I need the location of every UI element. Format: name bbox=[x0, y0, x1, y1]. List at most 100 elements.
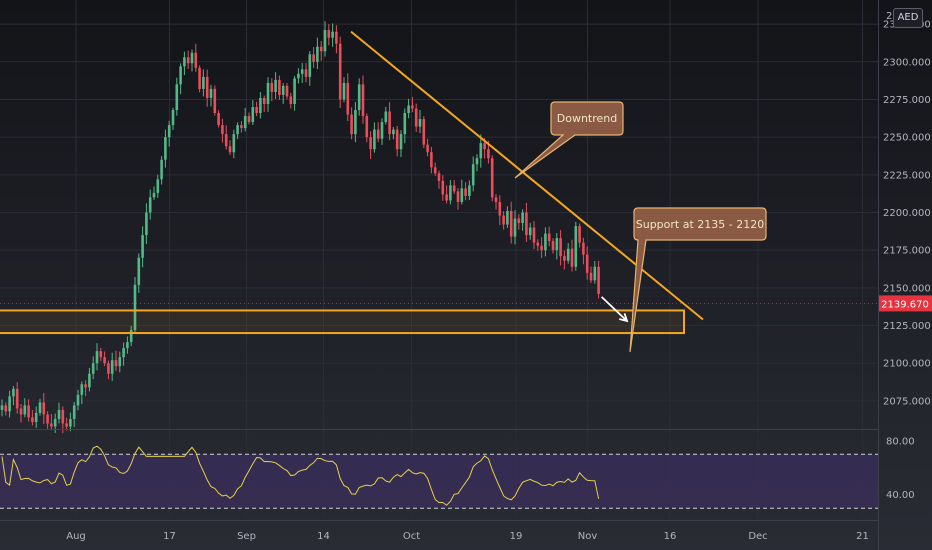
price-tick-label: 2250.000 bbox=[883, 133, 931, 144]
candle bbox=[354, 102, 357, 143]
rsi-tick-label: 40.00 bbox=[886, 490, 915, 501]
candle bbox=[479, 134, 483, 168]
candle bbox=[107, 360, 110, 380]
candle bbox=[319, 41, 323, 61]
candle bbox=[566, 243, 570, 264]
candle bbox=[380, 118, 384, 145]
candle bbox=[411, 96, 414, 113]
time-axis-labels: Aug 17 Sep 14 Oct 19 Nov 16 Dec 21 bbox=[66, 531, 869, 542]
rsi-band bbox=[0, 454, 878, 509]
candle bbox=[563, 250, 566, 270]
candle bbox=[243, 107, 247, 132]
candle bbox=[574, 221, 578, 271]
candle bbox=[475, 154, 479, 172]
candle bbox=[407, 98, 410, 119]
candle bbox=[205, 69, 209, 107]
price-tick-label: 2075.000 bbox=[883, 396, 931, 407]
candle bbox=[281, 83, 285, 104]
candle bbox=[418, 110, 422, 134]
candle bbox=[50, 414, 53, 431]
candle bbox=[422, 116, 426, 149]
candle bbox=[498, 195, 502, 226]
candle bbox=[346, 73, 350, 121]
candle bbox=[585, 246, 589, 280]
candle bbox=[441, 175, 445, 201]
price-axis-partial-label: 2 bbox=[886, 11, 892, 22]
candle bbox=[186, 50, 190, 70]
candle bbox=[308, 51, 312, 86]
candle bbox=[304, 63, 308, 83]
candle bbox=[445, 185, 448, 204]
candle bbox=[148, 189, 152, 220]
callout-support[interactable]: Support at 2135 - 2120 bbox=[629, 207, 767, 353]
candle bbox=[342, 77, 346, 103]
candle bbox=[414, 103, 418, 132]
candle bbox=[12, 385, 15, 406]
candle bbox=[373, 122, 376, 153]
candle bbox=[61, 406, 65, 434]
last-price-tag: 2139.670 bbox=[879, 295, 932, 312]
candle bbox=[27, 399, 30, 422]
candle bbox=[399, 130, 403, 158]
price-tick-label: 2225.000 bbox=[883, 170, 931, 181]
candle bbox=[323, 21, 327, 57]
candle bbox=[259, 92, 262, 119]
candle bbox=[361, 75, 365, 124]
candle bbox=[255, 101, 258, 117]
price-tick-label: 2200.000 bbox=[883, 208, 931, 219]
candle bbox=[202, 69, 205, 97]
candle bbox=[285, 83, 289, 100]
candle bbox=[145, 203, 148, 244]
candle bbox=[433, 162, 437, 176]
candle bbox=[240, 121, 243, 133]
price-tick-label: 2100.000 bbox=[883, 359, 931, 370]
candle bbox=[464, 182, 467, 201]
candle bbox=[183, 51, 186, 76]
candle bbox=[262, 95, 266, 112]
candle bbox=[129, 325, 133, 347]
time-tick-label: 21 bbox=[856, 531, 869, 542]
candle bbox=[327, 24, 331, 46]
candle bbox=[312, 47, 315, 68]
candle bbox=[141, 226, 144, 268]
candle bbox=[137, 253, 141, 293]
candle bbox=[118, 351, 122, 373]
candle bbox=[19, 404, 23, 423]
candle bbox=[506, 206, 509, 229]
candle bbox=[544, 227, 547, 257]
candle bbox=[593, 260, 597, 284]
candle bbox=[209, 84, 213, 107]
time-tick-label: 16 bbox=[664, 531, 677, 542]
time-tick-label: 14 bbox=[317, 531, 330, 542]
candle bbox=[88, 367, 91, 392]
trendline[interactable] bbox=[350, 30, 704, 321]
candle bbox=[38, 398, 42, 416]
candle bbox=[536, 239, 540, 251]
time-tick-label: Aug bbox=[66, 531, 86, 542]
candle bbox=[164, 129, 167, 168]
price-tick-label: 2150.000 bbox=[883, 283, 931, 294]
support-zone[interactable] bbox=[0, 309, 685, 335]
candle bbox=[4, 402, 8, 416]
candle bbox=[597, 260, 600, 299]
candle bbox=[42, 393, 46, 425]
candle bbox=[228, 140, 232, 155]
callout-downtrend[interactable]: Downtrend bbox=[514, 101, 624, 179]
candle bbox=[490, 155, 494, 202]
candle bbox=[528, 222, 532, 240]
candle bbox=[23, 398, 27, 418]
candle bbox=[95, 343, 99, 371]
currency-badge[interactable]: AED bbox=[893, 8, 923, 28]
candle bbox=[34, 406, 38, 428]
candle bbox=[84, 380, 87, 397]
candles bbox=[0, 21, 600, 434]
candle bbox=[194, 43, 198, 73]
candle bbox=[468, 180, 471, 200]
candle bbox=[365, 113, 369, 143]
time-tick-label: 17 bbox=[163, 531, 176, 542]
candle bbox=[456, 188, 460, 210]
candle bbox=[122, 342, 125, 366]
candle bbox=[578, 223, 581, 248]
candle bbox=[502, 211, 505, 230]
